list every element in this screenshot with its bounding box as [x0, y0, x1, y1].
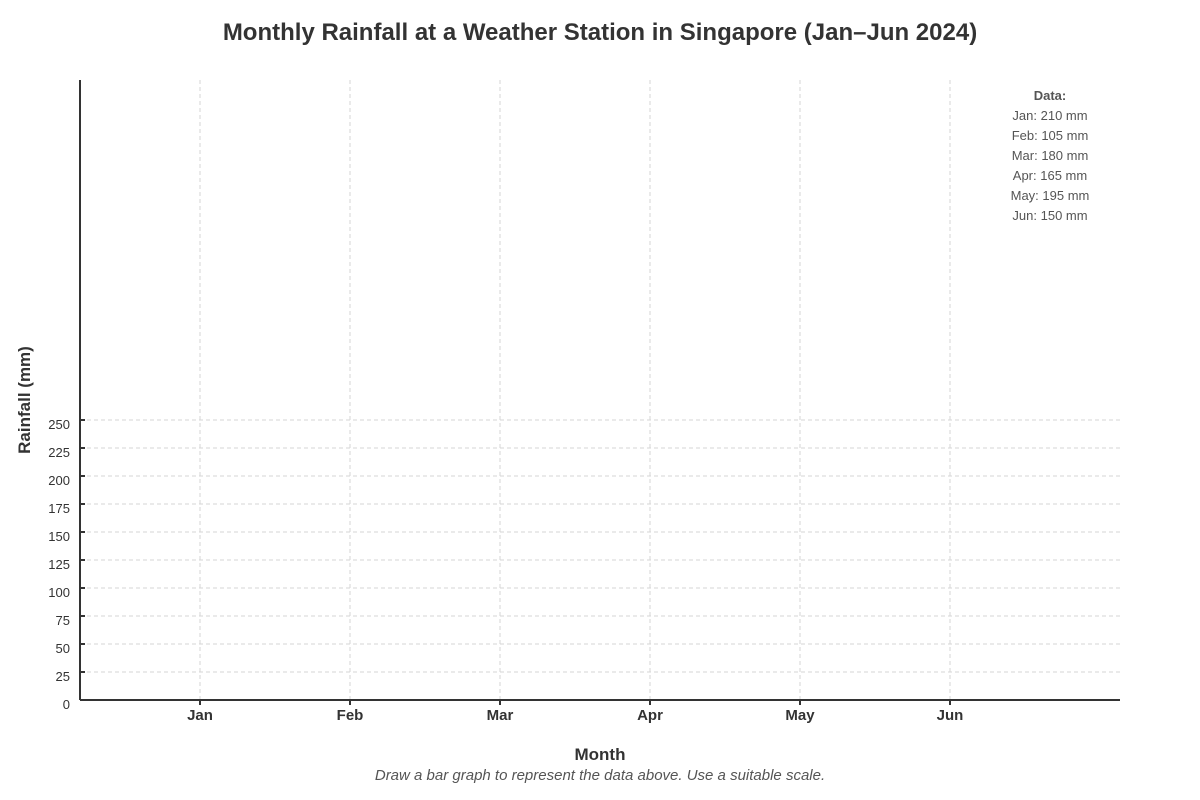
- y-tick-label: 100: [48, 585, 70, 600]
- y-tick-label: 150: [48, 529, 70, 544]
- data-box-line: May: 195 mm: [1011, 188, 1090, 203]
- y-tick-label: 200: [48, 473, 70, 488]
- y-tick-label: 75: [56, 613, 70, 628]
- grid-lines: [80, 80, 1120, 700]
- x-tick-label: Feb: [337, 707, 364, 724]
- data-box-title: Data:: [1034, 88, 1067, 103]
- y-axis-title: Rainfall (mm): [15, 346, 34, 454]
- x-tick-label: Jun: [937, 707, 964, 724]
- data-box-line: Apr: 165 mm: [1013, 168, 1087, 183]
- y-axis-ticks: 0 25 50 75 100 125 150 175 200 250 225: [48, 417, 85, 712]
- x-tick-label: May: [785, 707, 815, 724]
- y-tick-label: 225: [48, 445, 70, 460]
- y-tick-label: 50: [56, 641, 70, 656]
- data-box-line: Mar: 180 mm: [1012, 148, 1089, 163]
- x-axis-ticks: Jan Feb Mar Apr May Jun: [187, 700, 963, 724]
- chart-title: Monthly Rainfall at a Weather Station in…: [223, 19, 977, 46]
- x-tick-label: Apr: [637, 707, 663, 724]
- data-box-line: Feb: 105 mm: [1012, 128, 1089, 143]
- x-tick-label: Jan: [187, 707, 213, 724]
- data-box-line: Jun: 150 mm: [1012, 208, 1087, 223]
- y-tick-label: 0: [63, 697, 70, 712]
- data-box: Data: Jan: 210 mm Feb: 105 mm Mar: 180 m…: [1011, 88, 1090, 223]
- data-box-line: Jan: 210 mm: [1012, 108, 1087, 123]
- y-tick-label: 250: [48, 417, 70, 432]
- x-axis-title: Month: [575, 745, 626, 764]
- x-tick-label: Mar: [487, 707, 514, 724]
- y-tick-label: 25: [56, 669, 70, 684]
- instruction-text: Draw a bar graph to represent the data a…: [375, 767, 825, 784]
- y-tick-label: 125: [48, 557, 70, 572]
- y-tick-label: 175: [48, 501, 70, 516]
